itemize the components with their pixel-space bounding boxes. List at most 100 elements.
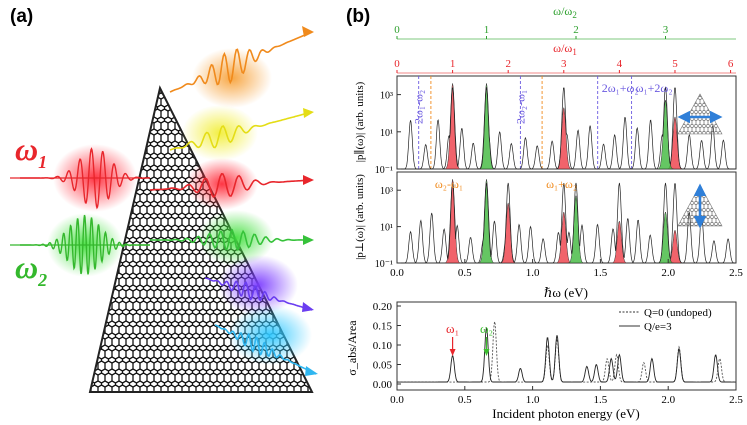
y-tick-label: 0.20 [373, 301, 393, 313]
plot1-ylabel: |p∥(ω)| (arb. units) [353, 81, 366, 162]
green-peak [567, 194, 585, 264]
plot3-yticks: 0.20 0.15 0.10 0.05 0.00 [373, 301, 401, 391]
green-tick-label: 1 [484, 24, 490, 36]
x-tick-label: 2.5 [729, 394, 743, 406]
red-peak [500, 201, 517, 264]
x-tick-label: 1.0 [526, 394, 540, 406]
y-tick-label: 0.05 [373, 360, 393, 372]
arrow-label: ω₁ [446, 321, 459, 336]
y-tick-label: 10¹ [380, 223, 393, 234]
red-arrowhead [303, 175, 314, 185]
plot3-xlabel: Incident photon energy (eV) [492, 406, 639, 421]
plot3-ylabel: σ_abs/Area [345, 320, 359, 376]
arrow-head [449, 349, 456, 356]
green-tick-label: 3 [663, 24, 669, 36]
y-tick-label: 0.10 [373, 340, 393, 352]
y-tick-label: 0.00 [373, 379, 393, 391]
yellow-beam [169, 111, 313, 151]
plot3-legend: Q=0 (undoped) Q/e=3 [619, 307, 712, 333]
red-glow [186, 158, 258, 210]
plot2-content: ω₂-ω₁ ω₁+ω₂ [397, 177, 736, 264]
x-tick-label: 2.0 [661, 267, 675, 279]
red-tick-label: 2 [505, 58, 511, 70]
annotation: 2ω₁-ω₂ [412, 90, 426, 124]
y-tick-label: 10³ [380, 186, 393, 197]
plot2-ylabel: |p⊥(ω)| (arb. units) [354, 174, 366, 260]
annotation: ω₁+2ω₂ [636, 81, 673, 95]
x-tick-label: 0.5 [458, 394, 472, 406]
red-peak [444, 179, 461, 264]
annotation: 2ω₂-ω₁ [513, 90, 527, 124]
green-beam [150, 228, 312, 252]
panel-b-label: (b) [346, 6, 370, 27]
x-tick-label: 2.0 [661, 394, 675, 406]
spectrum-line [397, 182, 736, 264]
plot3-frame [396, 301, 737, 391]
y-tick-label: 0.15 [373, 321, 393, 333]
violet-beam [204, 277, 313, 311]
legend-label: Q/e=3 [644, 321, 672, 333]
x-tick-label: 0.0 [390, 267, 404, 279]
plot1-yticks: 10³ 10¹ 10⁻¹ [375, 91, 401, 176]
x-tick-label: 1.0 [526, 267, 540, 279]
green-glow [198, 210, 274, 266]
red-tick-label: 0 [394, 58, 400, 70]
red-peak [611, 220, 628, 264]
pol-icon-horizontal-flake [677, 93, 723, 135]
violet-arrowhead [302, 302, 314, 312]
y-tick-label: 10⁻¹ [375, 259, 393, 270]
blue-arrowhead [305, 366, 318, 376]
blue-glow [228, 305, 312, 365]
top-axis-green-label: ω/ω2 [553, 4, 577, 20]
top-axis-red-label: ω/ω1 [553, 41, 577, 57]
yellow-arrowhead [303, 108, 314, 118]
red-tick-label: 3 [561, 58, 567, 70]
x-tick-label: 0.0 [390, 394, 404, 406]
annotation: 2ω₁+ω₂ [602, 81, 639, 95]
panel-a-illustration: (a) ω1 ω2 [10, 6, 318, 393]
red-tick-label: 6 [728, 58, 734, 70]
red-tick-label: 1 [450, 58, 456, 70]
blue-beam [214, 324, 317, 375]
arrow-label: ω₂ [480, 321, 493, 336]
plot3-xticks: 0.0 0.5 1.0 1.5 2.0 2.5 [390, 386, 743, 406]
legend-label: Q=0 (undoped) [644, 307, 712, 319]
arrow-head [483, 349, 490, 356]
violet-glow [218, 255, 298, 315]
red-peak [444, 83, 461, 170]
orange-beam [169, 31, 313, 93]
green-tick-label: 0 [394, 24, 400, 36]
red-tick-label: 5 [672, 58, 678, 70]
annotation: ω₁+ω₂ [546, 177, 577, 191]
y-tick-label: 10¹ [380, 128, 393, 139]
doped-line [397, 327, 736, 383]
green-peak [657, 100, 674, 170]
red-tick-label: 4 [617, 58, 623, 70]
red-peak [555, 211, 572, 264]
plot2-xlabel: ℏω (eV) [544, 285, 588, 300]
green-peak [478, 179, 495, 264]
x-tick-label: 2.5 [729, 267, 743, 279]
top-axis-green-ticks: 0 1 2 3 [394, 24, 669, 39]
x-tick-label: 0.5 [458, 267, 472, 279]
plot2-yticks: 10³ 10¹ 10⁻¹ [375, 186, 401, 270]
omega2-label: ω2 [15, 249, 47, 290]
x-tick-label: 1.5 [594, 267, 608, 279]
green-peak [477, 83, 495, 170]
y-tick-label: 10⁻¹ [375, 165, 393, 176]
annotation: ω₂-ω₁ [435, 177, 463, 191]
y-tick-label: 10³ [380, 91, 393, 102]
plot3-content: ω₁ ω₂ [397, 321, 736, 383]
green-tick-label: 2 [573, 24, 579, 36]
omega1-label: ω1 [15, 131, 47, 172]
top-axis-red-ticks: 0 1 2 3 4 5 6 [394, 58, 734, 73]
panel-a-label: (a) [10, 6, 33, 27]
x-tick-label: 1.5 [594, 394, 608, 406]
spectrum-line [397, 87, 736, 170]
plot2-xticks: 0.0 0.5 1.0 1.5 2.0 2.5 [390, 259, 743, 279]
orange-arrowhead [302, 26, 314, 37]
